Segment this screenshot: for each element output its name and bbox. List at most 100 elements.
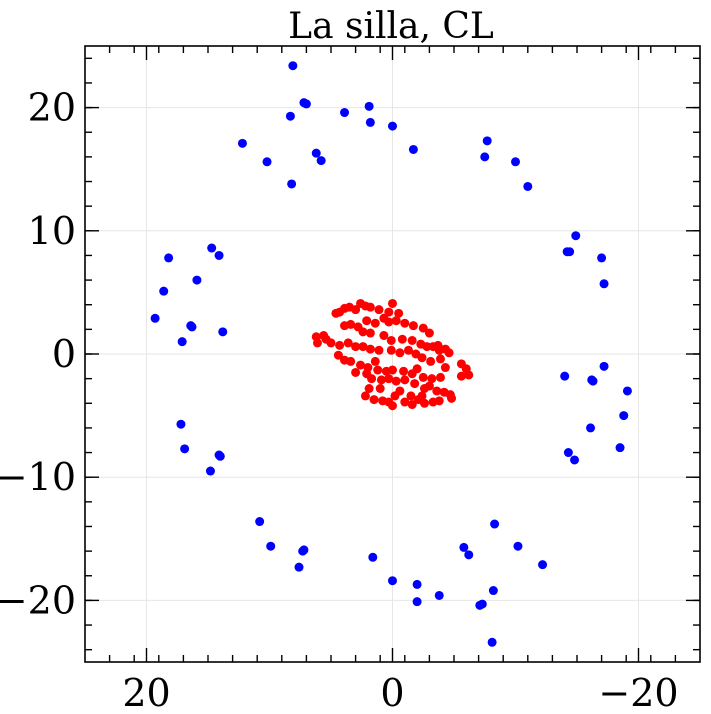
data-point <box>417 353 427 363</box>
data-point <box>599 279 609 289</box>
x-tick-label: 0 <box>380 671 404 714</box>
y-tick-label: −10 <box>0 455 76 499</box>
data-point <box>388 365 397 375</box>
data-point <box>364 383 374 393</box>
data-point <box>403 345 413 355</box>
data-point <box>587 375 597 385</box>
data-point <box>513 541 523 551</box>
y-tick-label: 0 <box>52 332 76 376</box>
data-point <box>391 316 401 326</box>
data-point <box>511 157 520 167</box>
data-point <box>432 386 442 396</box>
data-point <box>386 345 396 355</box>
data-point <box>164 253 174 263</box>
data-point <box>316 156 326 166</box>
data-point <box>413 395 423 405</box>
data-point <box>418 323 428 333</box>
data-point <box>424 328 434 338</box>
y-tick-label: 10 <box>28 209 76 253</box>
data-point <box>365 117 375 127</box>
data-point <box>563 448 573 458</box>
data-point <box>388 576 397 586</box>
data-point <box>570 455 580 465</box>
data-point <box>285 111 295 121</box>
data-point <box>326 338 336 348</box>
data-point <box>464 370 474 380</box>
axis-ticks <box>85 46 700 662</box>
x-tick-label: 20 <box>122 671 170 714</box>
data-point <box>408 144 418 154</box>
data-point <box>351 367 361 377</box>
data-point <box>368 552 378 562</box>
data-point <box>406 391 416 401</box>
data-point <box>207 243 217 253</box>
data-point <box>408 321 418 331</box>
data-point <box>218 327 228 337</box>
data-point <box>427 374 437 384</box>
data-point <box>333 350 343 360</box>
data-point <box>447 393 457 403</box>
data-point <box>364 101 374 111</box>
data-point <box>365 328 375 338</box>
data-point <box>369 395 379 405</box>
data-point <box>424 381 434 391</box>
data-point <box>388 121 397 131</box>
data-point <box>301 99 311 109</box>
data-point <box>187 322 197 332</box>
data-point <box>538 560 548 570</box>
x-tick-labels: 20 0 −20 <box>122 671 678 714</box>
data-point <box>560 371 570 381</box>
data-point <box>386 335 396 345</box>
data-point <box>599 361 609 371</box>
x-tick-label: −20 <box>598 671 678 714</box>
data-point <box>205 466 215 476</box>
data-point <box>374 305 384 315</box>
data-point <box>619 411 629 421</box>
data-point <box>384 317 394 327</box>
data-point <box>488 586 498 596</box>
data-point <box>343 338 353 348</box>
data-point <box>358 327 368 337</box>
data-point <box>214 250 224 260</box>
data-point <box>362 316 372 326</box>
data-point <box>287 179 297 189</box>
chart-title: La silla, CL <box>288 6 494 47</box>
data-point <box>459 542 469 552</box>
data-point <box>375 383 385 393</box>
data-point <box>176 419 186 429</box>
data-point <box>597 253 607 263</box>
data-point <box>312 338 322 348</box>
data-point <box>351 342 361 352</box>
data-point <box>435 354 445 364</box>
data-point <box>159 286 169 296</box>
data-point <box>262 157 272 167</box>
data-point <box>490 519 500 529</box>
y-tick-label: 20 <box>28 86 76 130</box>
data-point <box>370 356 380 366</box>
data-point <box>266 541 276 551</box>
data-point <box>487 637 497 647</box>
data-point <box>391 376 401 386</box>
data-point <box>177 337 187 347</box>
data-point <box>400 318 410 328</box>
data-point <box>400 375 410 385</box>
data-point <box>340 108 350 118</box>
data-point <box>331 308 341 318</box>
data-point <box>180 444 190 454</box>
data-point <box>388 401 397 411</box>
data-point <box>444 348 454 358</box>
data-point <box>384 374 394 384</box>
data-point <box>410 379 420 389</box>
data-point <box>482 136 492 146</box>
data-point <box>397 334 407 344</box>
data-point <box>376 375 386 385</box>
data-point <box>150 313 160 323</box>
data-point <box>412 364 422 374</box>
data-point <box>373 365 383 375</box>
data-point <box>464 550 474 560</box>
data-point <box>586 423 596 433</box>
data-point <box>215 451 225 461</box>
data-point <box>365 344 375 354</box>
data-point <box>390 391 400 401</box>
